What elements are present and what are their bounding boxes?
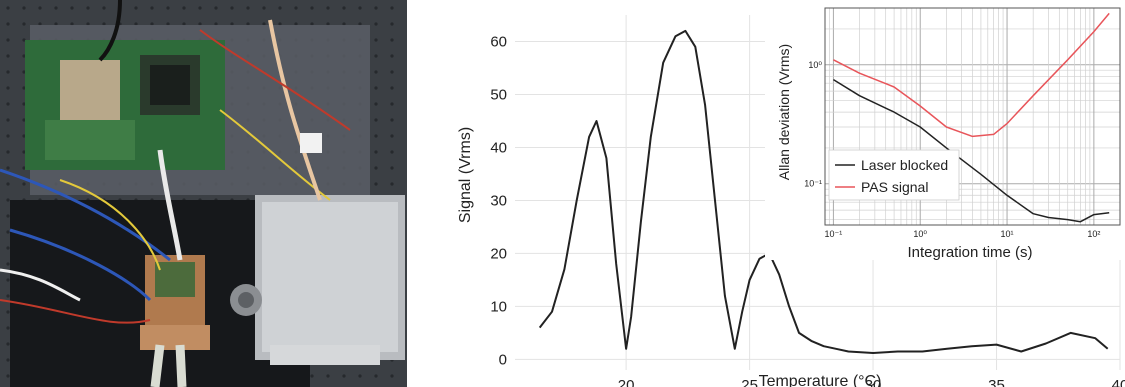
main-x-axis-label: Temperature (°C) <box>759 373 882 387</box>
inset-x-axis-label: Integration time (s) <box>907 244 1032 261</box>
main-y-axis-label: Signal (Vrms) <box>457 127 474 223</box>
inset-series-line <box>833 12 1110 138</box>
inset-background <box>765 2 1123 260</box>
inset-x-tick-label: 10¹ <box>1001 229 1014 239</box>
inset-x-tick-label: 10² <box>1087 229 1100 239</box>
main-x-tick-label: 40 <box>1112 377 1125 387</box>
main-x-tick-label: 25 <box>741 377 758 387</box>
inset-y-tick-label: 10⁰ <box>808 60 822 70</box>
inset-frame <box>824 7 1121 226</box>
main-y-tick-label: 50 <box>490 86 507 103</box>
pcb-module <box>60 60 120 130</box>
legend-label: Laser blocked <box>861 157 948 173</box>
main-x-tick-label: 20 <box>618 377 635 387</box>
lab-setup-photo <box>0 0 407 387</box>
main-y-tick-label: 0 <box>499 351 507 368</box>
main-x-tick-label: 35 <box>988 377 1005 387</box>
main-y-tick-label: 30 <box>490 192 507 209</box>
main-y-tick-label: 40 <box>490 139 507 156</box>
inset-series-line <box>833 78 1110 223</box>
inset-y-axis-label: Allan deviation (Vrms) <box>776 44 792 180</box>
inset-legend: Laser blocked PAS signal <box>828 149 960 201</box>
main-signal-line <box>538 29 1109 354</box>
inset-y-tick-label: 10⁻¹ <box>804 179 822 189</box>
inset-x-tick-label: 10⁰ <box>913 229 927 239</box>
main-x-tick-label: 30 <box>865 377 882 387</box>
temperature-signal-chart: 0 10 20 30 40 50 60 20 25 30 35 40 Temperature (°C)… <box>457 2 1125 387</box>
main-y-tick-label: 20 <box>490 245 507 262</box>
inset-plot: 10⁻¹ 10⁰ 10¹ 10² 10⁻¹ 10⁰ Laser blocked PAS sig… <box>804 7 1121 239</box>
legend-label: PAS signal <box>861 179 928 195</box>
inset-x-tick-label: 10⁻¹ <box>825 229 843 239</box>
main-y-tick-label: 60 <box>490 33 507 50</box>
main-y-tick-label: 10 <box>490 298 507 315</box>
